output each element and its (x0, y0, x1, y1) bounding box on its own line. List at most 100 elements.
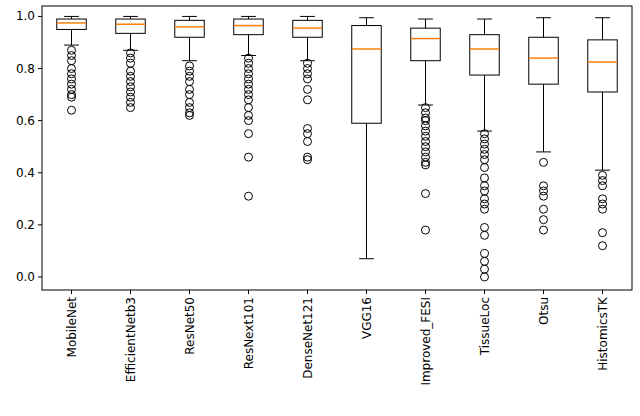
upper-whisker (425, 19, 426, 28)
y-tick-label: 0.6 (16, 114, 35, 128)
lower-whisker (248, 35, 249, 56)
box (175, 20, 205, 37)
box (352, 26, 382, 124)
box-plot (529, 18, 559, 234)
y-tick (38, 120, 42, 121)
y-tick-label: 1.0 (16, 9, 35, 23)
upper-whisker (307, 16, 308, 20)
chart: 0.00.20.40.60.81.0MobileNetEfficientNetb… (0, 0, 640, 416)
flier (127, 59, 135, 67)
flier (599, 242, 607, 250)
upper-cap (595, 17, 610, 18)
y-tick-label: 0.8 (16, 62, 35, 76)
box (234, 19, 264, 35)
box (588, 40, 618, 92)
x-tick (602, 290, 603, 294)
box-plot (470, 19, 500, 281)
upper-cap (359, 17, 374, 18)
flier (481, 273, 489, 281)
x-tick-label: DenseNet121 (301, 297, 315, 379)
y-tick (38, 276, 42, 277)
median (588, 61, 618, 63)
x-tick-label: VGG16 (360, 297, 374, 339)
plot-frame (42, 6, 632, 290)
x-tick-label: MobileNet (65, 297, 79, 358)
median (234, 25, 264, 27)
x-tick-label: EfficientNetb3 (124, 297, 138, 382)
x-tick (425, 290, 426, 294)
flier (186, 78, 194, 86)
box (411, 28, 441, 61)
x-tick-label: TissueLoc (478, 297, 492, 356)
flier (540, 226, 548, 234)
lower-whisker (543, 84, 544, 152)
x-tick (71, 290, 72, 294)
flier (481, 156, 489, 164)
lower-whisker (307, 37, 308, 60)
box (470, 35, 500, 75)
flier (186, 91, 194, 99)
median (352, 48, 382, 50)
lower-whisker (366, 123, 367, 258)
median (529, 57, 559, 59)
upper-cap (477, 19, 492, 20)
x-tick-label: ResNext101 (242, 297, 256, 369)
y-axis: 0.00.20.40.60.81.0 (16, 9, 42, 284)
box-plot (352, 18, 382, 259)
flier (599, 229, 607, 237)
flier (68, 93, 76, 101)
upper-whisker (484, 19, 485, 35)
lower-whisker (189, 37, 190, 60)
boxes (57, 16, 618, 281)
y-tick-label: 0.0 (16, 270, 35, 284)
lower-cap (123, 50, 138, 51)
box-plot (411, 19, 441, 234)
flier (304, 156, 312, 164)
lower-cap (182, 60, 197, 61)
flier (245, 153, 253, 161)
flier (540, 216, 548, 224)
upper-cap (536, 17, 551, 18)
x-tick (130, 290, 131, 294)
x-tick-label: HistomicsTK (596, 296, 610, 371)
lower-whisker (425, 61, 426, 105)
median (470, 48, 500, 50)
flier (481, 205, 489, 213)
flier (422, 161, 430, 169)
y-tick (38, 172, 42, 173)
box (57, 19, 87, 29)
x-tick-label: Otsu (537, 297, 551, 325)
x-tick (189, 290, 190, 294)
flier (245, 130, 253, 138)
box-plot (588, 18, 618, 250)
flier (481, 223, 489, 231)
upper-whisker (366, 18, 367, 26)
lower-cap (300, 60, 315, 61)
lower-whisker (130, 33, 131, 50)
upper-cap (123, 16, 138, 17)
box-plot (293, 16, 323, 163)
lower-cap (418, 105, 433, 106)
median (116, 23, 146, 25)
upper-cap (182, 16, 197, 17)
flier (304, 137, 312, 145)
flier (481, 250, 489, 258)
upper-cap (241, 16, 256, 17)
flier (540, 158, 548, 166)
flier (245, 192, 253, 200)
flier (481, 265, 489, 273)
flier (540, 205, 548, 213)
lower-cap (359, 258, 374, 259)
y-tick (38, 224, 42, 225)
x-tick (543, 290, 544, 294)
flier (245, 104, 253, 112)
flier (481, 231, 489, 239)
flier (304, 75, 312, 83)
flier (540, 192, 548, 200)
flier (304, 130, 312, 138)
flier (599, 205, 607, 213)
box (116, 19, 146, 33)
flier (481, 164, 489, 172)
lower-cap (241, 55, 256, 56)
box (529, 37, 559, 84)
